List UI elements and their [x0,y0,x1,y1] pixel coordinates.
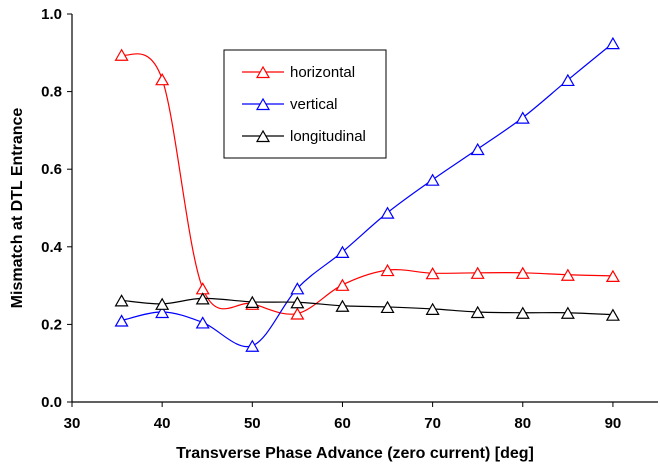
data-point [290,282,305,295]
y-axis-title: Mismatch at DTL Entrance [9,108,26,309]
y-tick-label: 0.0 [41,394,62,411]
data-point [515,111,530,124]
x-tick-label: 60 [334,415,351,432]
data-point [425,302,440,315]
data-point [380,263,395,277]
data-point [114,48,129,61]
data-point [380,206,395,219]
data-point [155,72,170,86]
x-tick-label: 90 [605,415,622,432]
legend-marker [255,65,271,79]
y-tick-label: 0.6 [41,161,62,178]
data-point [425,266,440,280]
legend: horizontal vertical longitudinal [223,49,387,159]
data-point [560,268,575,281]
series-vertical [114,36,620,352]
data-point [155,297,170,310]
data-point [605,269,620,282]
data-point [605,308,620,321]
axes [67,13,658,407]
data-point [515,266,530,279]
y-tick-label: 0.8 [41,84,62,101]
data-point [560,73,575,87]
series-line-longitudinal [121,297,613,316]
data-point [335,299,350,312]
data-point [515,306,530,319]
data-point [425,173,440,186]
legend-marker [255,129,271,143]
data-point [380,300,395,314]
series-longitudinal [114,292,620,321]
x-tick-label: 70 [424,415,441,432]
x-tick-label: 50 [244,415,261,432]
data-point [114,294,129,307]
data-point [290,296,305,309]
x-tick-label: 40 [154,415,171,432]
legend-marker [255,97,271,111]
data-point [560,306,575,319]
data-point [470,305,485,319]
x-tick-label: 80 [514,415,531,432]
tick-labels: 30 40 50 60 70 80 90 0.0 0.2 0.4 0.6 0.8 1.0 [41,6,621,432]
y-tick-label: 1.0 [41,6,62,23]
data-point [195,292,210,305]
series-layer [114,36,620,352]
y-tick-label: 0.4 [41,239,63,256]
legend-label: horizontal [290,64,355,81]
x-tick-label: 30 [64,415,81,432]
legend-item-longitudinal: longitudinal [242,128,366,145]
data-point [290,307,305,320]
data-point [605,36,620,50]
x-axis-title: Transverse Phase Advance (zero current) … [176,445,534,462]
data-point [470,142,485,156]
data-point [245,295,260,308]
legend-item-horizontal: horizontal [242,64,355,81]
data-point [114,314,129,327]
data-point [335,278,350,291]
data-point [245,339,260,352]
data-point [470,266,485,279]
y-tick-label: 0.2 [41,316,62,333]
data-point [335,245,350,258]
legend-label: vertical [290,96,338,113]
data-point [155,305,170,319]
legend-item-vertical: vertical [242,96,338,113]
legend-label: longitudinal [290,128,366,145]
data-point [195,316,210,329]
